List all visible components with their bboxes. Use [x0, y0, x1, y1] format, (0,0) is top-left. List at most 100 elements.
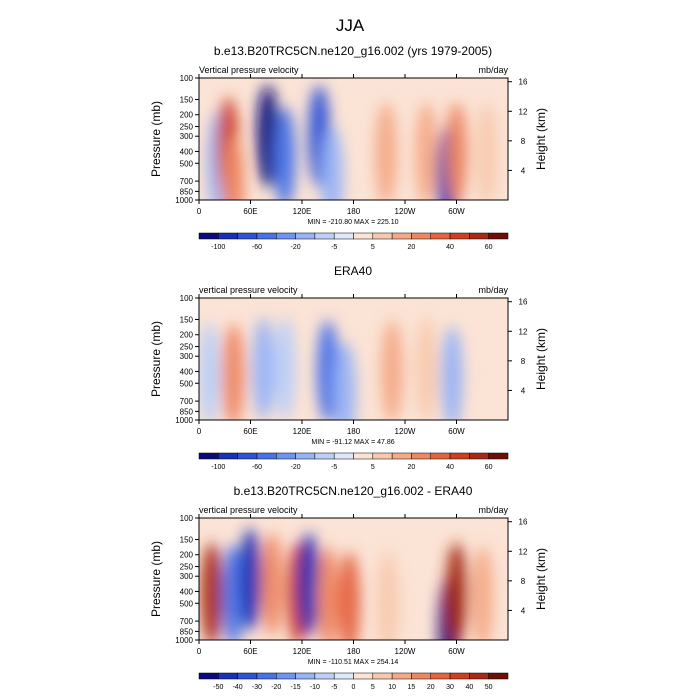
colorbar-swatch	[276, 452, 296, 460]
colorbar-swatch	[256, 232, 277, 240]
y2-tick-label: 4	[521, 166, 526, 175]
colorbar-swatch	[488, 232, 509, 240]
colorbar-swatch	[372, 452, 393, 460]
colorbar-swatch	[411, 232, 431, 240]
y-tick-label: 500	[180, 159, 194, 168]
colorbar-swatch	[218, 672, 238, 680]
y2-tick-label: 16	[519, 518, 528, 527]
y2-tick-label: 4	[521, 386, 526, 395]
colorbar-swatch	[198, 232, 219, 240]
y-tick-label: 700	[180, 617, 194, 626]
colorbar-label: -50	[213, 684, 223, 691]
y2-tick-label: 16	[519, 78, 528, 87]
contour-feature-7	[316, 546, 339, 640]
colorbar-swatch	[449, 232, 470, 240]
min-max-stats: MIN = -91.12 MAX = 47.86	[311, 439, 394, 446]
y-axis-title: Pressure (mb)	[149, 101, 163, 177]
colorbar-label: -20	[291, 464, 301, 471]
colorbar-label: 50	[485, 684, 493, 691]
colorbar-swatch	[430, 672, 451, 680]
colorbar-swatch	[391, 672, 412, 680]
contour-feature-6	[297, 533, 320, 636]
contour-feature-12	[471, 546, 494, 640]
colorbar-label: -10	[310, 684, 320, 691]
x-tick-label: 0	[197, 207, 202, 216]
colorbar-swatch	[333, 232, 354, 240]
y2-tick-label: 16	[519, 298, 528, 307]
y-tick-label: 850	[180, 407, 194, 416]
y-tick-label: 400	[180, 147, 194, 156]
colorbar-swatch	[295, 232, 316, 240]
colorbar-swatch	[488, 672, 509, 680]
contour-blobs	[199, 317, 494, 420]
y2-tick-label: 12	[519, 107, 528, 116]
colorbar-swatch	[353, 452, 374, 460]
colorbar-swatch	[314, 452, 335, 460]
y-axis-title: Pressure (mb)	[149, 541, 163, 617]
contour-feature-7	[381, 320, 404, 420]
colorbar-swatch	[353, 672, 374, 680]
x-tick-label: 120E	[293, 207, 312, 216]
panels: b.e13.B20TRC5CN.ne120_g16.002 (yrs 1979-…	[149, 44, 548, 691]
colorbar-swatch	[218, 232, 238, 240]
y2-tick-label: 12	[519, 327, 528, 336]
y-tick-label: 700	[180, 177, 194, 186]
contour-field	[199, 298, 508, 420]
x-tick-label: 60E	[243, 427, 257, 436]
y-tick-label: 300	[180, 352, 194, 361]
x-tick-label: 0	[197, 427, 202, 436]
colorbar-label: 40	[446, 244, 454, 251]
x-tick-label: 180	[347, 207, 361, 216]
x-tick-label: 180	[347, 647, 361, 656]
colorbar-swatch	[237, 452, 258, 460]
colorbar-label: 20	[408, 244, 416, 251]
y-tick-label: 200	[180, 551, 194, 560]
x-tick-label: 120W	[395, 207, 416, 216]
y2-axis-title: Height (km)	[534, 328, 548, 390]
y-tick-label: 250	[180, 563, 194, 572]
colorbar-label: 30	[446, 684, 454, 691]
x-tick-label: 120W	[395, 647, 416, 656]
contour-blobs	[206, 84, 498, 200]
y-tick-label: 1000	[175, 416, 193, 425]
colorbar-label: -5	[331, 244, 337, 251]
colorbar-swatch	[333, 672, 354, 680]
colorbar-swatch	[276, 672, 296, 680]
contour-feature-1	[199, 322, 221, 420]
colorbar-label: -5	[331, 464, 337, 471]
y2-axis-title: Height (km)	[534, 108, 548, 170]
colorbar-swatch	[237, 672, 258, 680]
x-tick-label: 120E	[293, 427, 312, 436]
contour-feature-9	[415, 102, 438, 200]
colorbar-swatch	[256, 452, 277, 460]
colorbar-label: 5	[371, 244, 375, 251]
colorbar-label: -5	[331, 684, 337, 691]
contour-feature-1	[200, 542, 223, 640]
x-tick-label: 60W	[448, 427, 465, 436]
colorbar-swatch	[372, 672, 393, 680]
contour-feature-8	[338, 552, 361, 640]
y-tick-label: 250	[180, 123, 194, 132]
colorbar-swatch	[411, 452, 431, 460]
colorbar-swatch	[295, 452, 316, 460]
contour-feature-12	[475, 102, 498, 200]
y2-tick-label: 8	[521, 137, 526, 146]
y2-tick-label: 8	[521, 577, 526, 586]
colorbar-label: 20	[427, 684, 435, 691]
y-tick-label: 200	[180, 111, 194, 120]
y-tick-label: 100	[180, 294, 194, 303]
colorbar-label: 0	[352, 684, 356, 691]
x-tick-label: 60W	[448, 207, 465, 216]
contour-feature-4	[256, 84, 279, 188]
colorbar-label: -20	[271, 684, 281, 691]
colorbar-label: -60	[252, 464, 262, 471]
colorbar-label: 5	[371, 464, 375, 471]
y-tick-label: 850	[180, 187, 194, 196]
colorbar-swatch	[256, 672, 277, 680]
panel-units-label: mb/day	[478, 285, 508, 295]
contour-feature-3	[252, 317, 275, 420]
y-tick-label: 300	[180, 572, 194, 581]
panel-title: b.e13.B20TRC5CN.ne120_g16.002 - ERA40	[234, 484, 473, 498]
y-tick-label: 150	[180, 535, 194, 544]
